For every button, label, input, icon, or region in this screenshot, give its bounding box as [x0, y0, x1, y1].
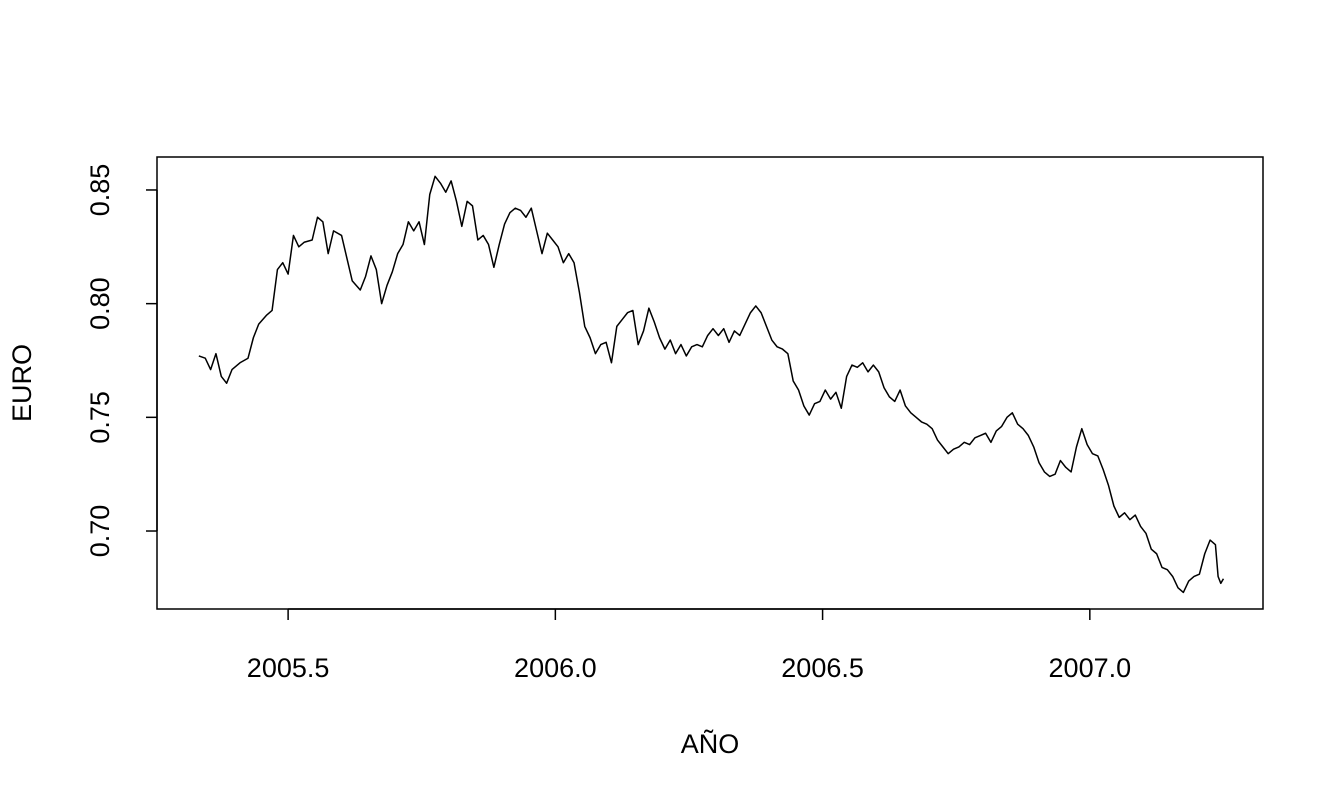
x-tick-label: 2005.5 [247, 653, 330, 683]
x-axis-label: AÑO [681, 728, 740, 759]
y-tick-label: 0.75 [85, 391, 115, 444]
y-axis-label: EURO [7, 344, 37, 422]
x-tick-label: 2006.5 [781, 653, 864, 683]
data-line [198, 175, 1225, 594]
x-tick-label: 2007.0 [1049, 653, 1132, 683]
y-tick-label: 0.70 [85, 505, 115, 558]
y-tick-label: 0.80 [85, 277, 115, 330]
y-tick-label: 0.85 [85, 164, 115, 217]
x-tick-label: 2006.0 [514, 653, 597, 683]
